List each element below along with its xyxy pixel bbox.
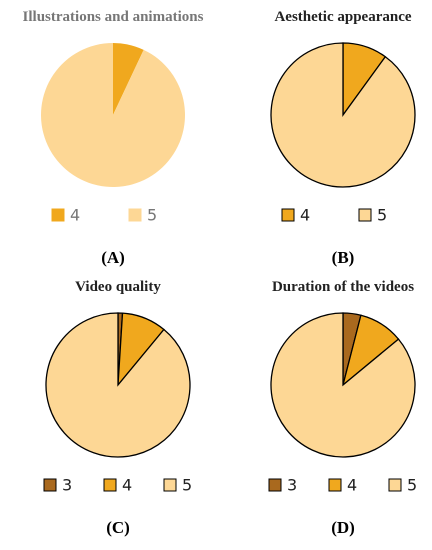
legend-label: 3: [287, 476, 297, 495]
chart-title: Illustrations and animations: [23, 9, 204, 25]
legend-swatch: [358, 208, 372, 222]
legend-label: 5: [147, 206, 157, 225]
pie-slice: [113, 43, 144, 115]
legend-swatch: [281, 208, 295, 222]
legend-label: 4: [122, 476, 132, 495]
legend-label: 3: [62, 476, 72, 495]
legend-swatch: [43, 478, 57, 492]
panel-label: (A): [101, 248, 125, 267]
chart-title: Duration of the videos: [272, 279, 414, 295]
legend-swatch: [163, 478, 177, 492]
pie-slice: [45, 312, 191, 458]
legend-swatch: [388, 478, 402, 492]
legend-label: 5: [377, 206, 387, 225]
legend-swatch: [128, 208, 142, 222]
legend-swatch: [103, 478, 117, 492]
legend-label: 4: [300, 206, 310, 225]
legend-label: 5: [182, 476, 192, 495]
panel-label: (B): [332, 248, 355, 267]
panel-label: (D): [331, 518, 355, 537]
legend-swatch: [328, 478, 342, 492]
legend-swatch: [51, 208, 65, 222]
panel-label: (C): [106, 518, 130, 537]
legend-label: 4: [70, 206, 80, 225]
legend-swatch: [268, 478, 282, 492]
pie-slice: [270, 312, 416, 458]
pie-slice: [41, 43, 185, 188]
chart-title: Aesthetic appearance: [274, 9, 411, 25]
legend-label: 5: [407, 476, 417, 495]
chart-title: Video quality: [75, 279, 161, 295]
pie-slice: [270, 42, 416, 188]
legend-label: 4: [347, 476, 357, 495]
